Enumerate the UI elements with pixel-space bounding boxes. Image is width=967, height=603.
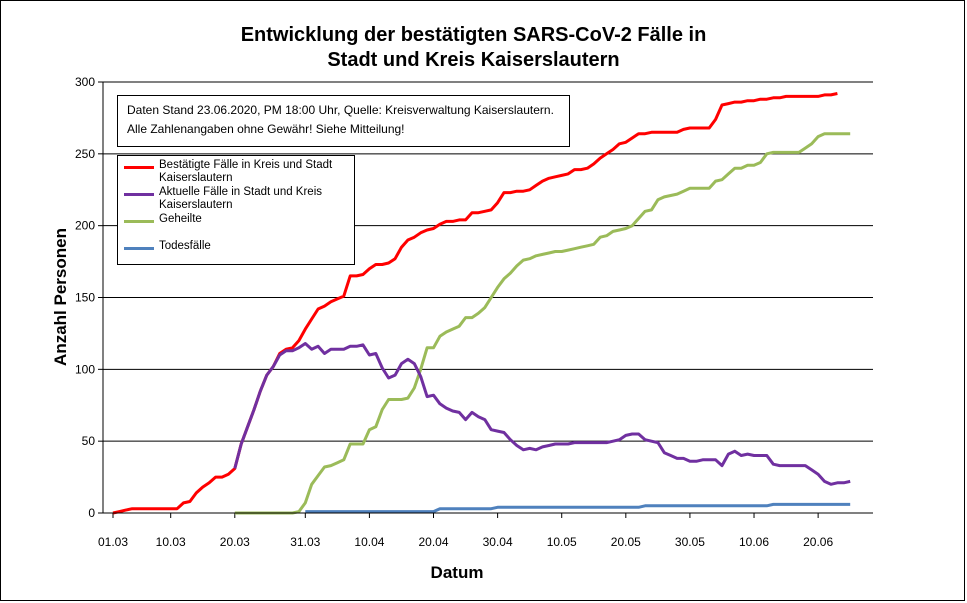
y-axis-label: Anzahl Personen	[51, 228, 70, 366]
chart-title-line-2: Stadt und Kreis Kaiserslautern	[327, 49, 620, 71]
legend-item-active: Aktuelle Fälle in Stadt und Kreis Kaiser…	[124, 186, 352, 214]
series-line-deaths	[305, 502, 851, 514]
x-tick-label: 20.04	[418, 535, 448, 549]
x-axis-label: Datum	[431, 563, 484, 582]
legend-item-recovered: Geheilte	[124, 213, 352, 241]
chart-title-line-1: Entwicklung der bestätigten SARS-CoV-2 F…	[240, 24, 707, 46]
x-tick-label: 31.03	[290, 535, 320, 549]
x-axis-ticks: 01.03 10.03 20.03 31.03 10.04 20.04 30.04 10.05…	[98, 513, 833, 549]
y-tick-label: 0	[88, 506, 95, 520]
y-tick-label: 200	[75, 219, 95, 233]
y-tick-label: 50	[82, 434, 96, 448]
legend-swatch-confirmed	[124, 166, 154, 169]
x-tick-label: 30.05	[675, 535, 705, 549]
y-axis-ticks: 0 50 100 150 200 250 300	[75, 75, 103, 520]
legend-label-deaths: Todesfälle	[159, 240, 211, 252]
legend-swatch-deaths	[124, 247, 154, 250]
x-tick-label: 10.06	[739, 535, 769, 549]
x-tick-label: 20.03	[220, 535, 250, 549]
y-tick-label: 250	[75, 147, 95, 161]
y-tick-label: 300	[75, 75, 95, 89]
chart-legend: Bestätigte Fälle in Kreis und Stadt Kais…	[117, 155, 355, 265]
legend-swatch-active	[124, 193, 154, 196]
series-line-recovered	[234, 132, 851, 515]
legend-swatch-recovered	[124, 220, 154, 223]
x-tick-label: 10.05	[547, 535, 577, 549]
x-tick-label: 10.03	[156, 535, 186, 549]
legend-item-deaths: Todesfälle	[124, 240, 352, 268]
data-status-note: Daten Stand 23.06.2020, PM 18:00 Uhr, Qu…	[117, 95, 570, 147]
series-line-confirmed	[112, 92, 838, 515]
series-lines	[112, 92, 851, 515]
legend-label-confirmed: Bestätigte Fälle in Kreis und Stadt Kais…	[159, 159, 333, 184]
legend-label-active: Aktuelle Fälle in Stadt und Kreis Kaiser…	[159, 186, 323, 211]
x-tick-label: 10.04	[354, 535, 384, 549]
x-tick-label: 20.05	[611, 535, 641, 549]
y-tick-label: 150	[75, 291, 95, 305]
x-tick-label: 30.04	[483, 535, 513, 549]
legend-item-confirmed: Bestätigte Fälle in Kreis und Stadt Kais…	[124, 159, 352, 187]
x-tick-label: 01.03	[98, 535, 128, 549]
grid-lines	[103, 81, 873, 442]
series-line-active	[233, 342, 851, 486]
x-tick-label: 20.06	[803, 535, 833, 549]
y-tick-label: 100	[75, 362, 95, 376]
legend-label-recovered: Geheilte	[159, 213, 202, 225]
